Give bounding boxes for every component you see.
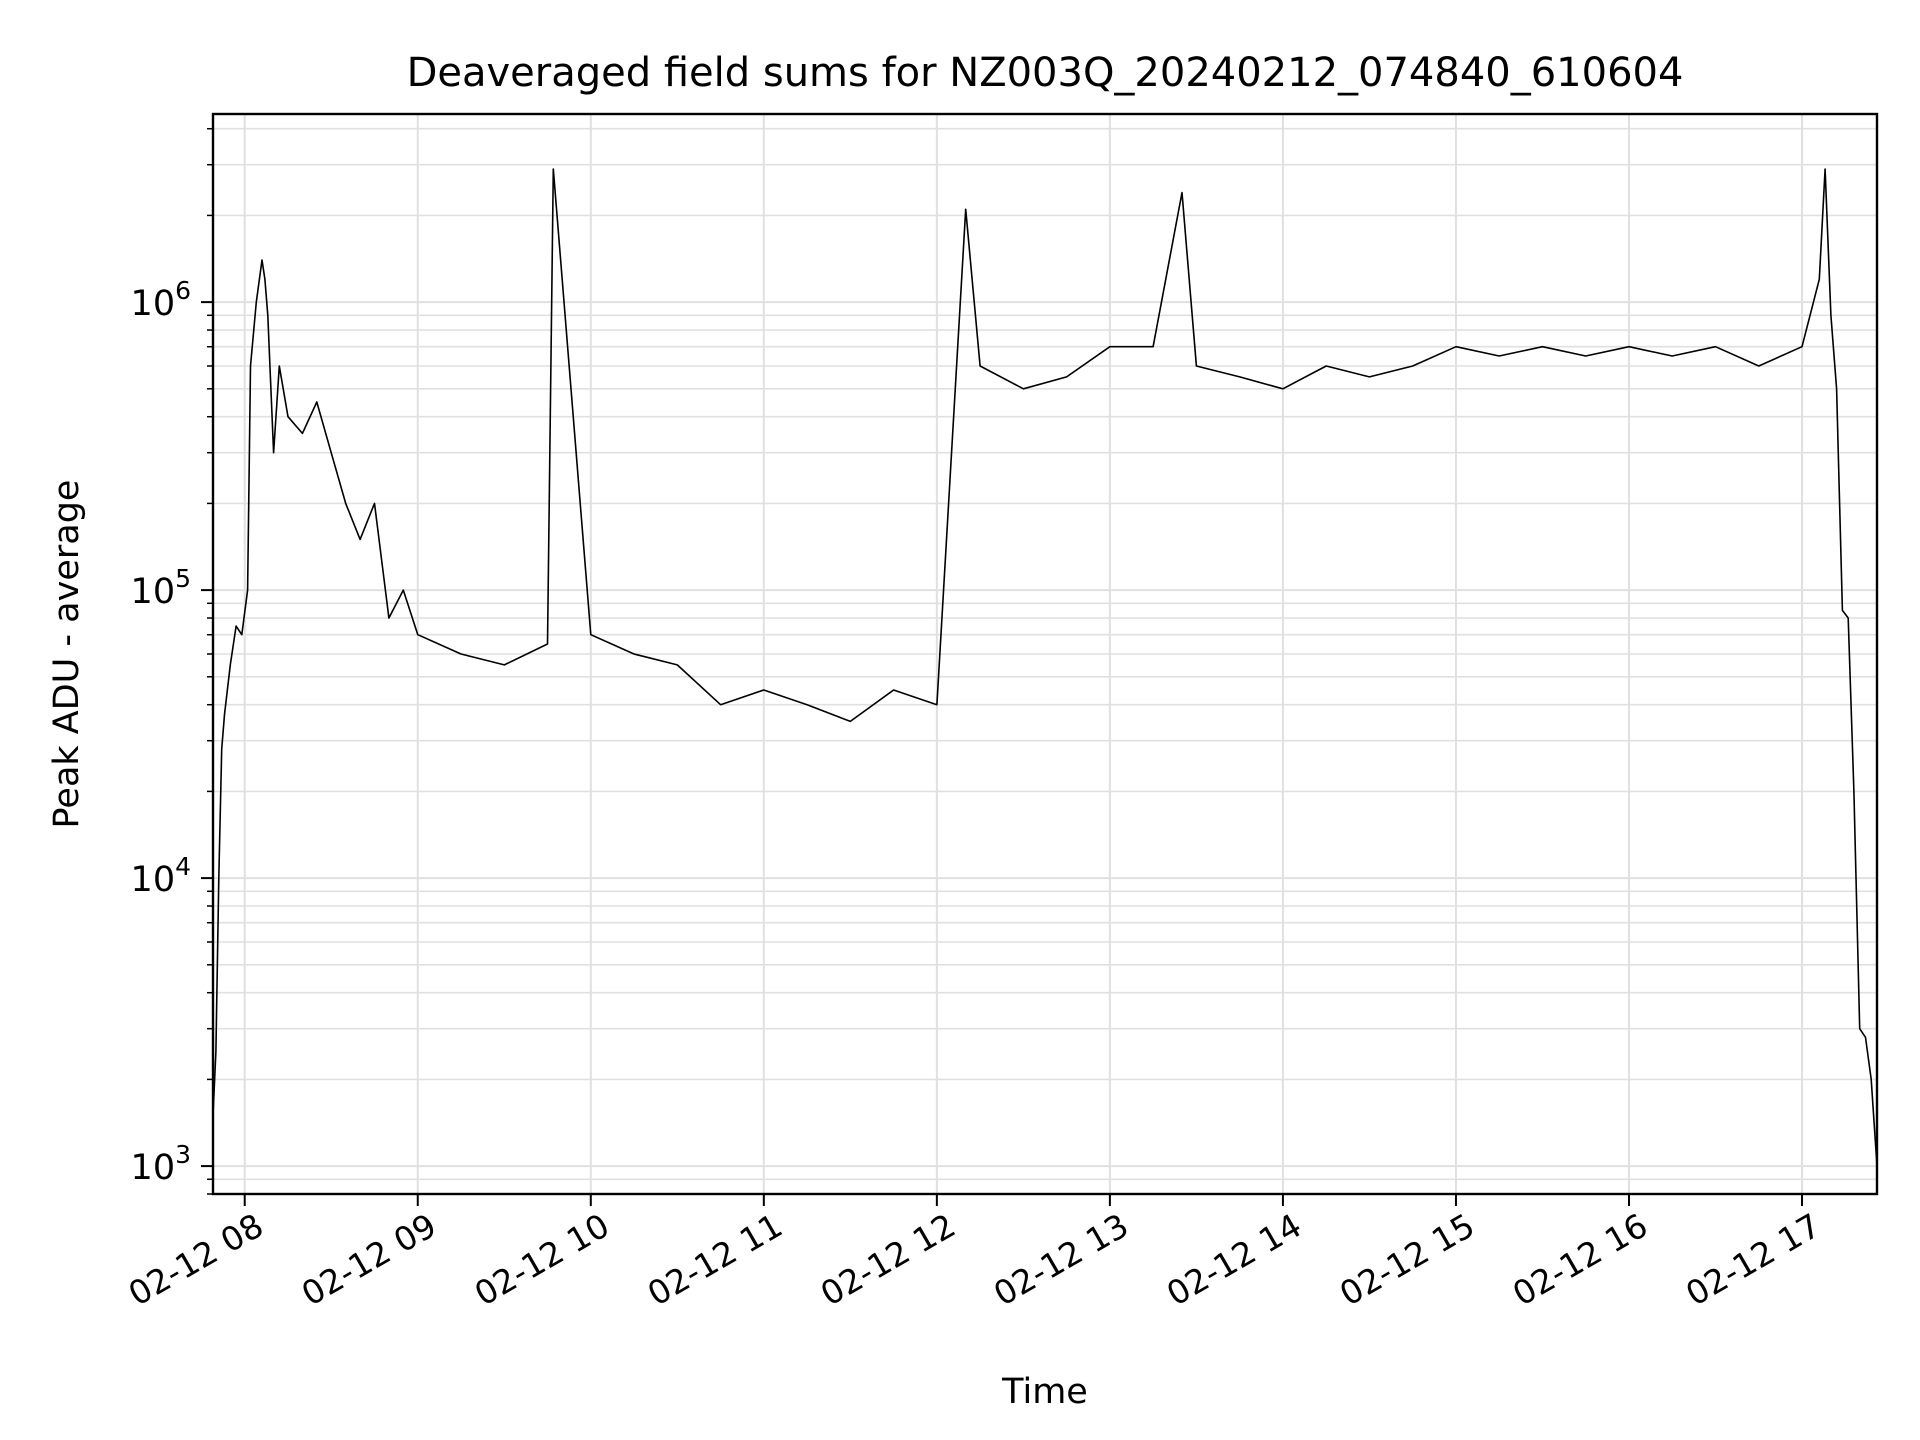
series-layer (213, 168, 1877, 1167)
x-tick-label: 02-12 11 (641, 1206, 789, 1314)
x-tick-label: 02-12 17 (1679, 1206, 1827, 1314)
y-tick-label: 104 (131, 852, 191, 900)
x-tick-label: 02-12 09 (295, 1206, 443, 1314)
x-axis-label: Time (1001, 1372, 1088, 1412)
y-tick-exponent: 6 (175, 276, 191, 305)
x-tick-label: 02-12 08 (122, 1206, 270, 1314)
y-tick-exponent: 3 (175, 1140, 191, 1169)
x-tick-label: 02-12 14 (1160, 1206, 1308, 1314)
x-tick-label: 02-12 10 (468, 1206, 616, 1314)
y-tick-mantissa: 10 (131, 1148, 176, 1188)
y-tick-mantissa: 10 (131, 572, 176, 612)
x-tick-label: 02-12 12 (814, 1206, 962, 1314)
x-tick-label: 02-12 16 (1506, 1206, 1654, 1314)
y-tick-mantissa: 10 (131, 284, 176, 324)
y-tick-exponent: 5 (175, 564, 191, 593)
y-tick-exponent: 4 (175, 852, 191, 881)
grid-lines (213, 114, 1877, 1195)
y-tick-label: 105 (131, 564, 191, 612)
x-tick-label: 02-12 13 (987, 1206, 1135, 1314)
x-axis-ticks: 02-12 08 02-12 09 02-12 10 02-12 11 02-12 12… (122, 1194, 1827, 1314)
y-axis-label: Peak ADU - average (47, 480, 87, 829)
y-tick-label: 103 (131, 1140, 191, 1188)
x-tick-label: 02-12 15 (1333, 1206, 1481, 1314)
y-tick-label: 106 (131, 276, 191, 324)
chart-title: Deaveraged field sums for NZ003Q_2024021… (407, 50, 1684, 96)
series-line (213, 168, 1877, 1167)
y-tick-mantissa: 10 (131, 860, 176, 900)
